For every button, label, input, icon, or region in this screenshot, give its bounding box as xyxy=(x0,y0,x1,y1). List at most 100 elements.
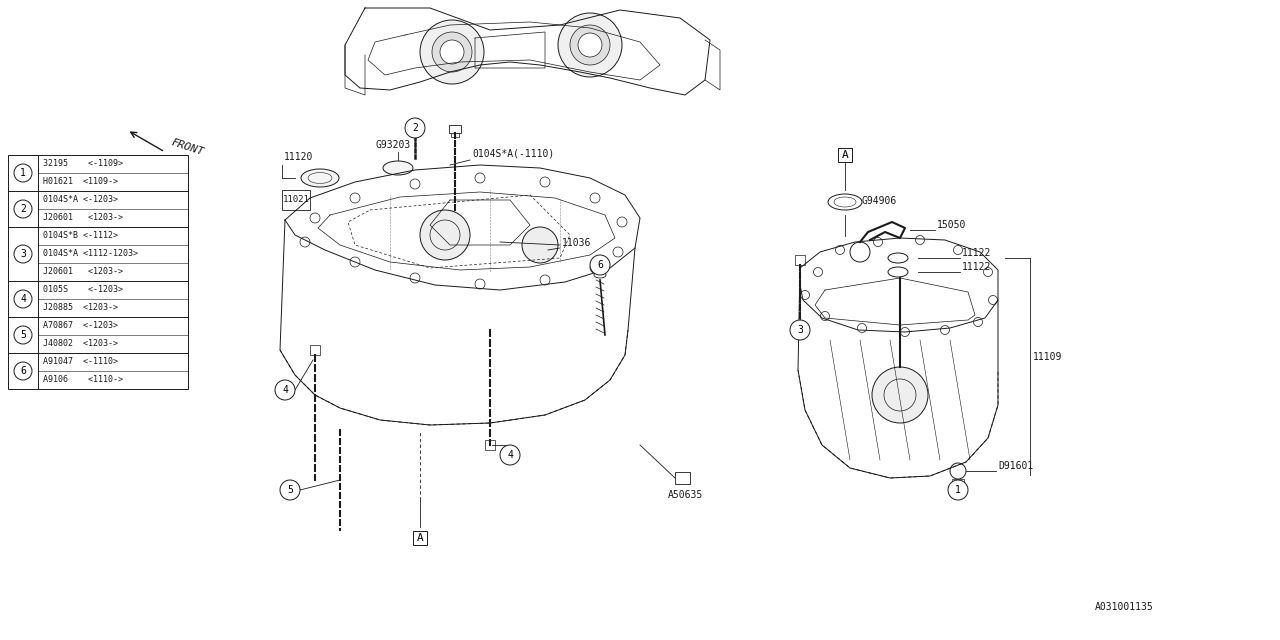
Ellipse shape xyxy=(828,194,861,210)
Circle shape xyxy=(14,200,32,218)
Text: 6: 6 xyxy=(20,366,26,376)
Ellipse shape xyxy=(383,161,413,175)
Text: 11120: 11120 xyxy=(284,152,314,162)
Circle shape xyxy=(579,33,602,57)
Circle shape xyxy=(814,268,823,276)
Text: 1: 1 xyxy=(20,168,26,178)
Text: D91601: D91601 xyxy=(998,461,1033,471)
Bar xyxy=(838,148,852,162)
Text: FRONT: FRONT xyxy=(170,137,205,157)
Circle shape xyxy=(475,173,485,183)
Circle shape xyxy=(850,242,870,262)
Text: G93203: G93203 xyxy=(375,140,411,150)
Text: A50635: A50635 xyxy=(668,490,703,500)
Circle shape xyxy=(14,245,32,263)
Circle shape xyxy=(941,326,950,335)
Circle shape xyxy=(280,480,300,500)
Circle shape xyxy=(349,257,360,267)
Circle shape xyxy=(404,118,425,138)
Circle shape xyxy=(420,210,470,260)
Ellipse shape xyxy=(301,169,339,187)
Ellipse shape xyxy=(888,253,908,263)
Text: 4: 4 xyxy=(507,450,513,460)
Circle shape xyxy=(983,268,992,276)
Text: 2: 2 xyxy=(412,123,419,133)
Circle shape xyxy=(14,290,32,308)
Bar xyxy=(412,531,428,545)
Text: 11036: 11036 xyxy=(562,238,591,248)
Bar xyxy=(8,155,188,389)
Bar xyxy=(675,472,690,484)
Text: A: A xyxy=(842,150,849,160)
Circle shape xyxy=(858,323,867,333)
Circle shape xyxy=(873,237,882,246)
Circle shape xyxy=(790,320,810,340)
Text: J40802  <1203->: J40802 <1203-> xyxy=(44,339,118,349)
Text: 6: 6 xyxy=(596,260,603,270)
Text: 0104S*B <-1112>: 0104S*B <-1112> xyxy=(44,232,118,241)
Text: 0104S*A(-1110): 0104S*A(-1110) xyxy=(472,149,554,159)
Text: J20601   <1203->: J20601 <1203-> xyxy=(44,268,123,276)
Circle shape xyxy=(14,362,32,380)
Circle shape xyxy=(310,213,320,223)
Bar xyxy=(952,479,964,487)
Bar xyxy=(795,255,805,265)
Circle shape xyxy=(800,291,809,300)
Circle shape xyxy=(948,480,968,500)
Text: J20885  <1203->: J20885 <1203-> xyxy=(44,303,118,312)
Text: 11021: 11021 xyxy=(283,195,310,205)
Text: 15050: 15050 xyxy=(937,220,966,230)
Circle shape xyxy=(440,40,465,64)
Bar xyxy=(485,440,495,450)
Text: 5: 5 xyxy=(20,330,26,340)
Text: G94906: G94906 xyxy=(861,196,897,206)
Text: 5: 5 xyxy=(287,485,293,495)
Circle shape xyxy=(540,177,550,187)
Circle shape xyxy=(590,255,611,275)
Circle shape xyxy=(522,227,558,263)
Circle shape xyxy=(617,217,627,227)
Circle shape xyxy=(540,275,550,285)
Circle shape xyxy=(410,273,420,283)
Text: H01621  <1109->: H01621 <1109-> xyxy=(44,177,118,186)
Text: 4: 4 xyxy=(20,294,26,304)
Circle shape xyxy=(420,20,484,84)
Circle shape xyxy=(988,296,997,305)
Circle shape xyxy=(558,13,622,77)
Circle shape xyxy=(349,193,360,203)
Text: 0104S*A <1112-1203>: 0104S*A <1112-1203> xyxy=(44,250,138,259)
Circle shape xyxy=(590,193,600,203)
Circle shape xyxy=(275,380,294,400)
Circle shape xyxy=(974,317,983,326)
Circle shape xyxy=(410,179,420,189)
Circle shape xyxy=(954,246,963,255)
Text: 3: 3 xyxy=(20,249,26,259)
Circle shape xyxy=(820,312,829,321)
Text: 11122: 11122 xyxy=(963,248,992,258)
Circle shape xyxy=(872,367,928,423)
Text: 11109: 11109 xyxy=(1033,352,1062,362)
Circle shape xyxy=(433,32,472,72)
Text: A9106    <1110->: A9106 <1110-> xyxy=(44,376,133,385)
Circle shape xyxy=(613,247,623,257)
Text: 3: 3 xyxy=(797,325,803,335)
Text: 11122: 11122 xyxy=(963,262,992,272)
Text: 4: 4 xyxy=(282,385,288,395)
Text: 1: 1 xyxy=(955,485,961,495)
Text: A91047  <-1110>: A91047 <-1110> xyxy=(44,358,118,367)
Text: J20601   <1203->: J20601 <1203-> xyxy=(44,214,123,223)
Text: A70867  <-1203>: A70867 <-1203> xyxy=(44,321,118,330)
Text: A031001135: A031001135 xyxy=(1094,602,1153,612)
Text: 0104S*A <-1203>: 0104S*A <-1203> xyxy=(44,195,118,205)
Bar xyxy=(282,190,310,210)
Circle shape xyxy=(14,326,32,344)
Circle shape xyxy=(500,445,520,465)
Circle shape xyxy=(570,25,611,65)
Ellipse shape xyxy=(594,272,605,278)
Circle shape xyxy=(590,263,600,273)
Ellipse shape xyxy=(888,267,908,277)
Circle shape xyxy=(475,279,485,289)
Circle shape xyxy=(915,236,924,244)
Circle shape xyxy=(14,164,32,182)
Text: 32195    <-1109>: 32195 <-1109> xyxy=(44,159,123,168)
